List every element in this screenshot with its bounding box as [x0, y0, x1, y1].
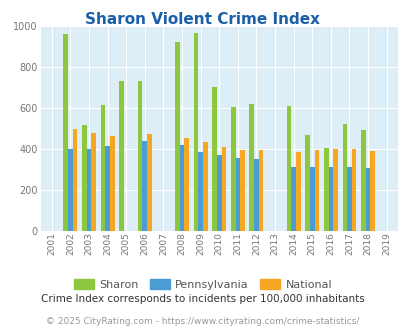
Bar — [305, 135, 309, 231]
Bar — [198, 152, 202, 231]
Bar — [184, 138, 189, 231]
Bar — [342, 124, 346, 231]
Bar — [333, 149, 337, 231]
Bar — [68, 149, 72, 231]
Bar — [221, 147, 226, 231]
Bar — [235, 158, 240, 231]
Bar — [365, 168, 369, 231]
Bar — [254, 159, 258, 231]
Bar — [314, 150, 318, 231]
Text: Crime Index corresponds to incidents per 100,000 inhabitants: Crime Index corresponds to incidents per… — [41, 294, 364, 304]
Bar — [360, 130, 365, 231]
Bar — [249, 104, 254, 231]
Bar — [100, 105, 105, 231]
Bar — [105, 146, 110, 231]
Bar — [323, 148, 328, 231]
Bar — [86, 149, 91, 231]
Bar — [328, 167, 333, 231]
Bar — [295, 152, 300, 231]
Bar — [230, 107, 235, 231]
Bar — [179, 145, 184, 231]
Legend: Sharon, Pennsylvania, National: Sharon, Pennsylvania, National — [69, 275, 336, 294]
Bar — [82, 125, 86, 231]
Bar — [175, 42, 179, 231]
Bar — [258, 150, 263, 231]
Bar — [193, 33, 198, 231]
Bar — [202, 142, 207, 231]
Bar — [291, 167, 295, 231]
Bar — [309, 167, 314, 231]
Text: Sharon Violent Crime Index: Sharon Violent Crime Index — [85, 12, 320, 26]
Bar — [346, 167, 351, 231]
Bar — [119, 81, 124, 231]
Bar — [240, 150, 244, 231]
Bar — [216, 155, 221, 231]
Bar — [110, 136, 114, 231]
Bar — [212, 87, 216, 231]
Bar — [137, 81, 142, 231]
Text: © 2025 CityRating.com - https://www.cityrating.com/crime-statistics/: © 2025 CityRating.com - https://www.city… — [46, 317, 359, 326]
Bar — [351, 149, 356, 231]
Bar — [369, 151, 374, 231]
Bar — [142, 141, 147, 231]
Bar — [286, 106, 291, 231]
Bar — [63, 34, 68, 231]
Bar — [91, 133, 96, 231]
Bar — [72, 129, 77, 231]
Bar — [147, 134, 151, 231]
